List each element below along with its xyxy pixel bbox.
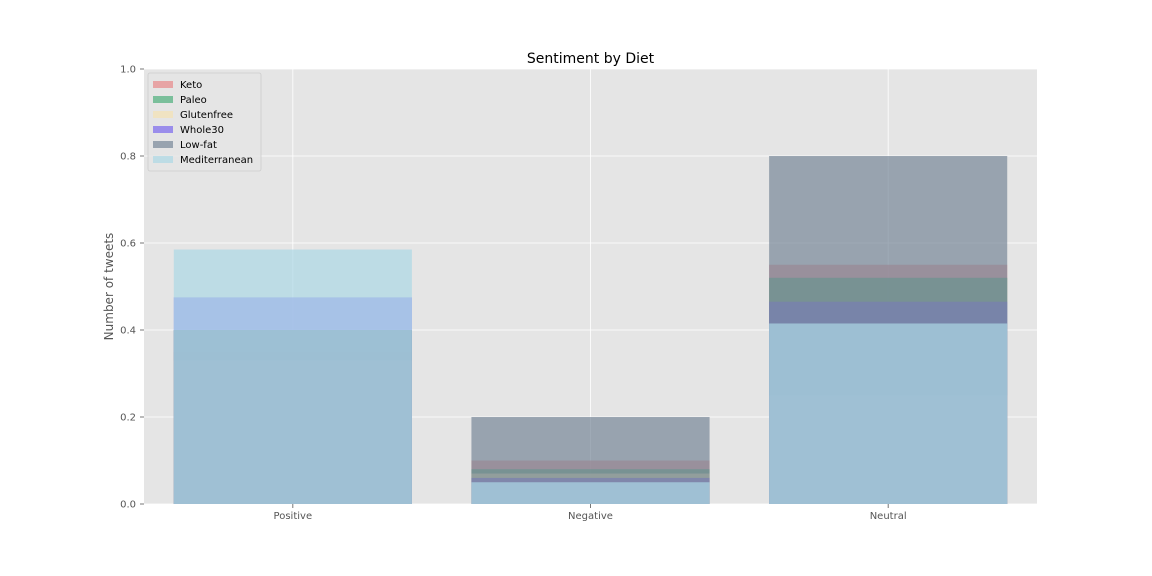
chart-title: Sentiment by Diet xyxy=(527,51,655,67)
legend-swatch xyxy=(153,156,173,163)
legend-label: Low-fat xyxy=(180,140,217,151)
bar-mediterranean xyxy=(173,249,412,504)
legend-label: Paleo xyxy=(180,95,207,106)
y-tick-label: 0.4 xyxy=(120,326,136,337)
bar-mediterranean xyxy=(471,482,710,504)
x-tick-label: Neutral xyxy=(870,511,907,522)
legend-swatch xyxy=(153,111,173,118)
legend-label: Whole30 xyxy=(180,125,224,136)
x-tick-label: Negative xyxy=(568,511,613,522)
y-tick-label: 0.8 xyxy=(120,152,136,163)
y-tick-label: 1.0 xyxy=(120,65,136,76)
bar-mediterranean xyxy=(769,323,1008,504)
y-tick-label: 0.2 xyxy=(120,413,136,424)
y-tick-label: 0.0 xyxy=(120,500,136,511)
legend-swatch xyxy=(153,96,173,103)
legend: Keto Paleo Glutenfree Whole30 Low-fat Mediter… xyxy=(147,72,262,172)
bars xyxy=(173,156,1008,504)
legend-swatch xyxy=(153,141,173,148)
y-axis-label: Number of tweets xyxy=(102,233,116,341)
legend-swatch xyxy=(153,126,173,133)
axes: 0.0 0.2 0.4 0.6 0.8 1.0 Positive Negative Neutra… xyxy=(120,65,907,523)
x-tick-label: Positive xyxy=(274,511,313,522)
legend-frame xyxy=(147,72,262,172)
legend-label: Glutenfree xyxy=(180,110,233,121)
y-tick-label: 0.6 xyxy=(120,239,136,250)
legend-label: Mediterranean xyxy=(180,155,253,166)
legend-swatch xyxy=(153,81,173,88)
legend-label: Keto xyxy=(180,80,202,91)
